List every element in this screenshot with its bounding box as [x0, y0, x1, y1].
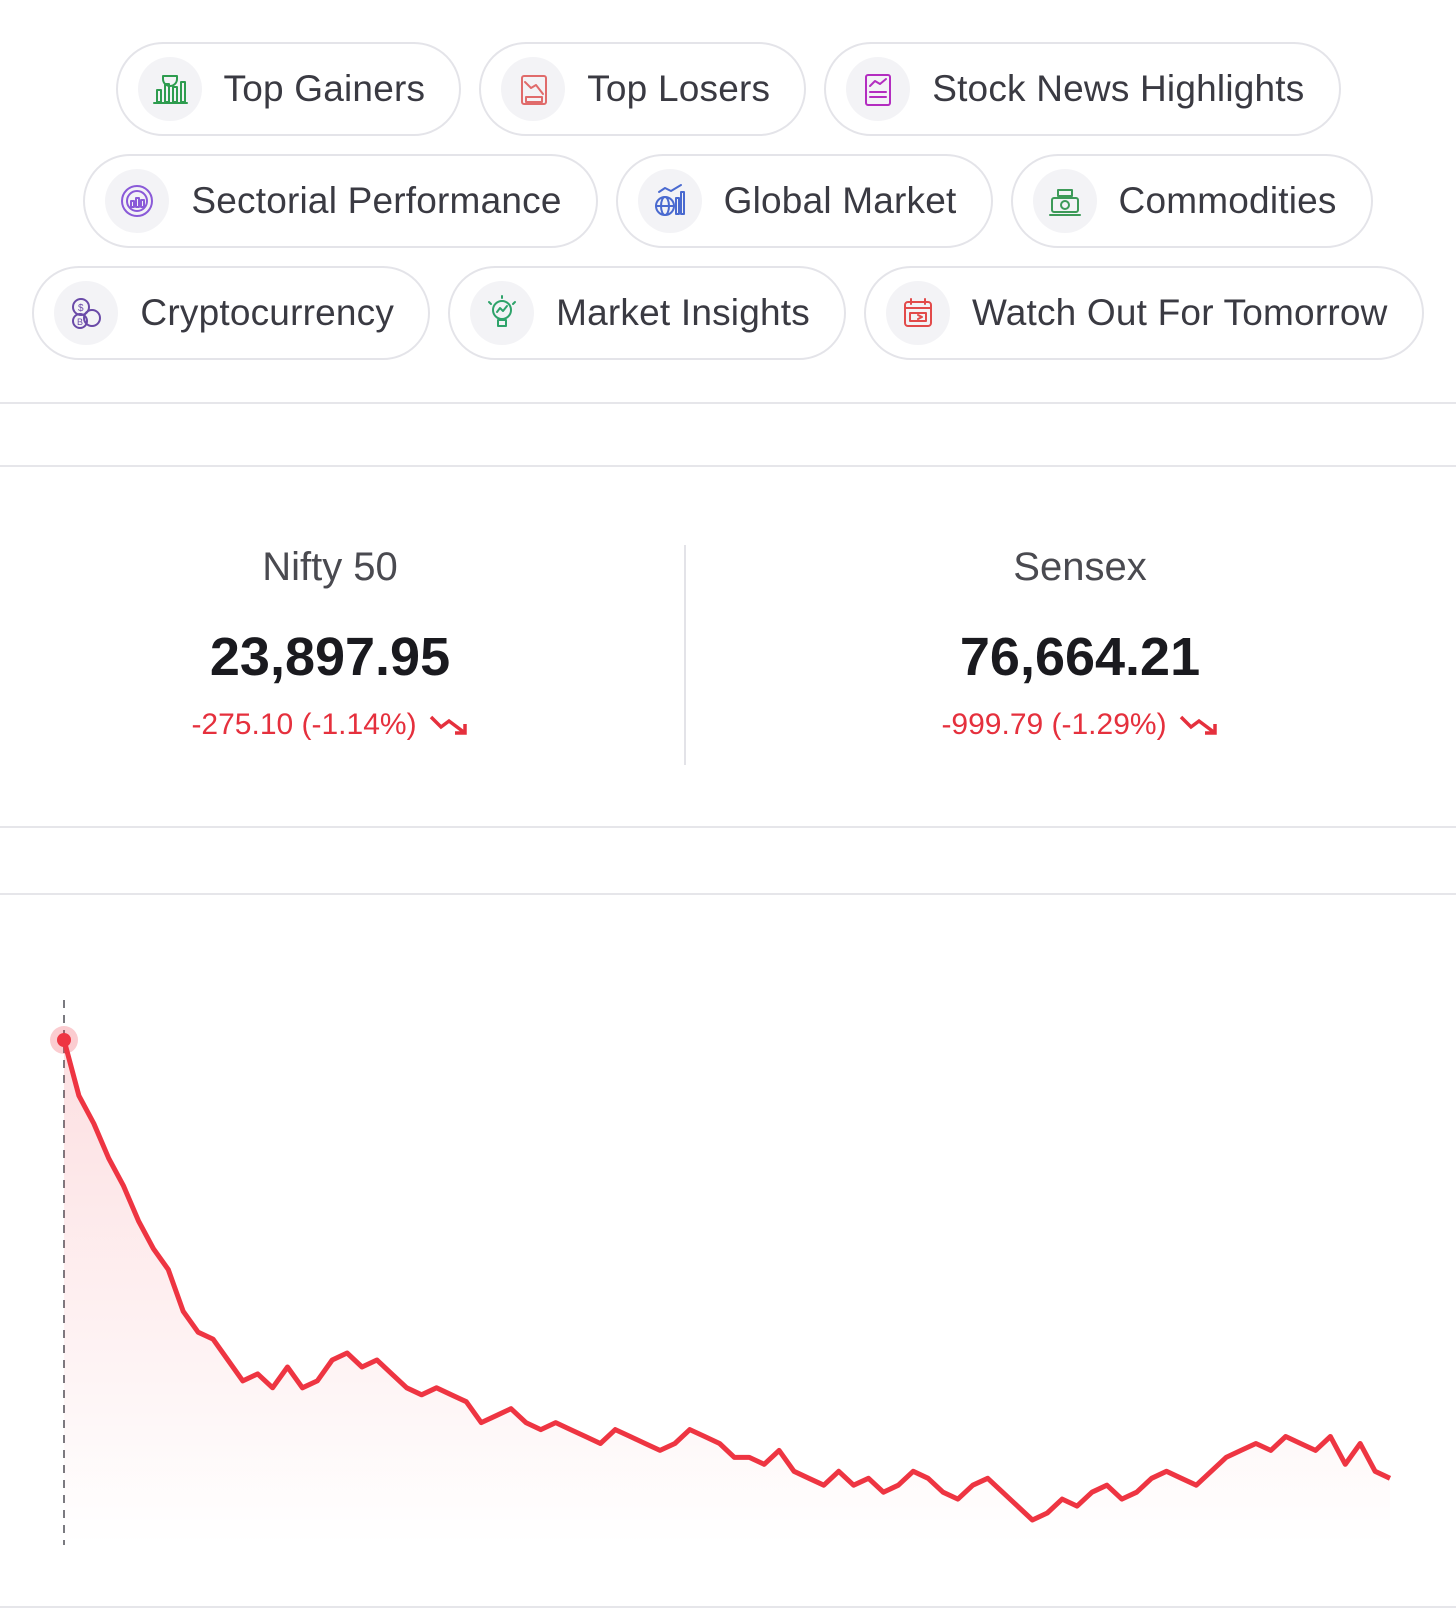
divider: [0, 893, 1456, 895]
chip-label: Sectorial Performance: [191, 180, 562, 221]
trend-down-icon: [429, 715, 467, 735]
chip-row: Top Gainers Top Losers Stock News Highligh…: [0, 42, 1456, 136]
index-change: -275.10 (-1.14%): [80, 708, 580, 742]
crypto-coins-icon: $ B: [54, 281, 119, 345]
chip-label: Cryptocurrency: [140, 292, 395, 333]
divider: [0, 402, 1456, 404]
index-change: -999.79 (-1.29%): [830, 708, 1330, 742]
chip-stock-news-highlights[interactable]: Stock News Highlights: [824, 42, 1341, 136]
chip-global-market[interactable]: Global Market: [615, 154, 993, 248]
chip-label: Global Market: [723, 180, 957, 221]
chart-area: [64, 1040, 1390, 1545]
chip-row: $ B Cryptocurrency Market Insights Watch Out…: [0, 266, 1456, 360]
chip-label: Top Gainers: [223, 68, 426, 109]
globe-chart-icon: [637, 169, 702, 233]
index-value: 23,897.95: [209, 627, 451, 687]
trophy-chart-icon: [137, 57, 202, 121]
news-chart-icon: [846, 57, 911, 121]
divider: [0, 1606, 1456, 1608]
chip-label: Top Losers: [587, 68, 771, 109]
index-value: 76,664.21: [959, 627, 1201, 687]
index-name: Nifty 50: [262, 545, 398, 589]
chip-label: Watch Out For Tomorrow: [971, 292, 1388, 333]
insights-bulb-icon: [470, 281, 535, 345]
sector-gauge-icon: [105, 169, 170, 233]
svg-text:B: B: [77, 317, 83, 327]
index-intraday-chart[interactable]: [0, 990, 1456, 1570]
chip-commodities[interactable]: Commodities: [1010, 154, 1373, 248]
chip-sectorial-performance[interactable]: Sectorial Performance: [83, 154, 598, 248]
index-divider: [684, 545, 686, 765]
calendar-icon: [885, 281, 950, 345]
index-card-sensex[interactable]: Sensex 76,664.21 -999.79 (-1.29%): [830, 545, 1330, 742]
loss-chart-icon: [501, 57, 566, 121]
chip-market-insights[interactable]: Market Insights: [448, 266, 846, 360]
commodities-icon: [1032, 169, 1097, 233]
chip-top-gainers[interactable]: Top Gainers: [115, 42, 462, 136]
index-card-nifty[interactable]: Nifty 50 23,897.95 -275.10 (-1.14%): [80, 545, 580, 742]
chip-label: Commodities: [1118, 180, 1337, 221]
divider: [0, 826, 1456, 828]
index-name: Sensex: [1013, 545, 1147, 589]
chip-cryptocurrency[interactable]: $ B Cryptocurrency: [32, 266, 431, 360]
chip-row: Sectorial Performance Global Market Commod…: [0, 154, 1456, 248]
svg-text:$: $: [78, 303, 84, 314]
trend-down-icon: [1179, 715, 1217, 735]
divider: [0, 465, 1456, 467]
chip-label: Stock News Highlights: [932, 68, 1305, 109]
chip-top-losers[interactable]: Top Losers: [479, 42, 807, 136]
chart-marker: [57, 1033, 71, 1047]
chip-watch-out-for-tomorrow[interactable]: Watch Out For Tomorrow: [863, 266, 1424, 360]
chip-label: Market Insights: [556, 292, 810, 333]
chart-line: [61, 1039, 1392, 1523]
